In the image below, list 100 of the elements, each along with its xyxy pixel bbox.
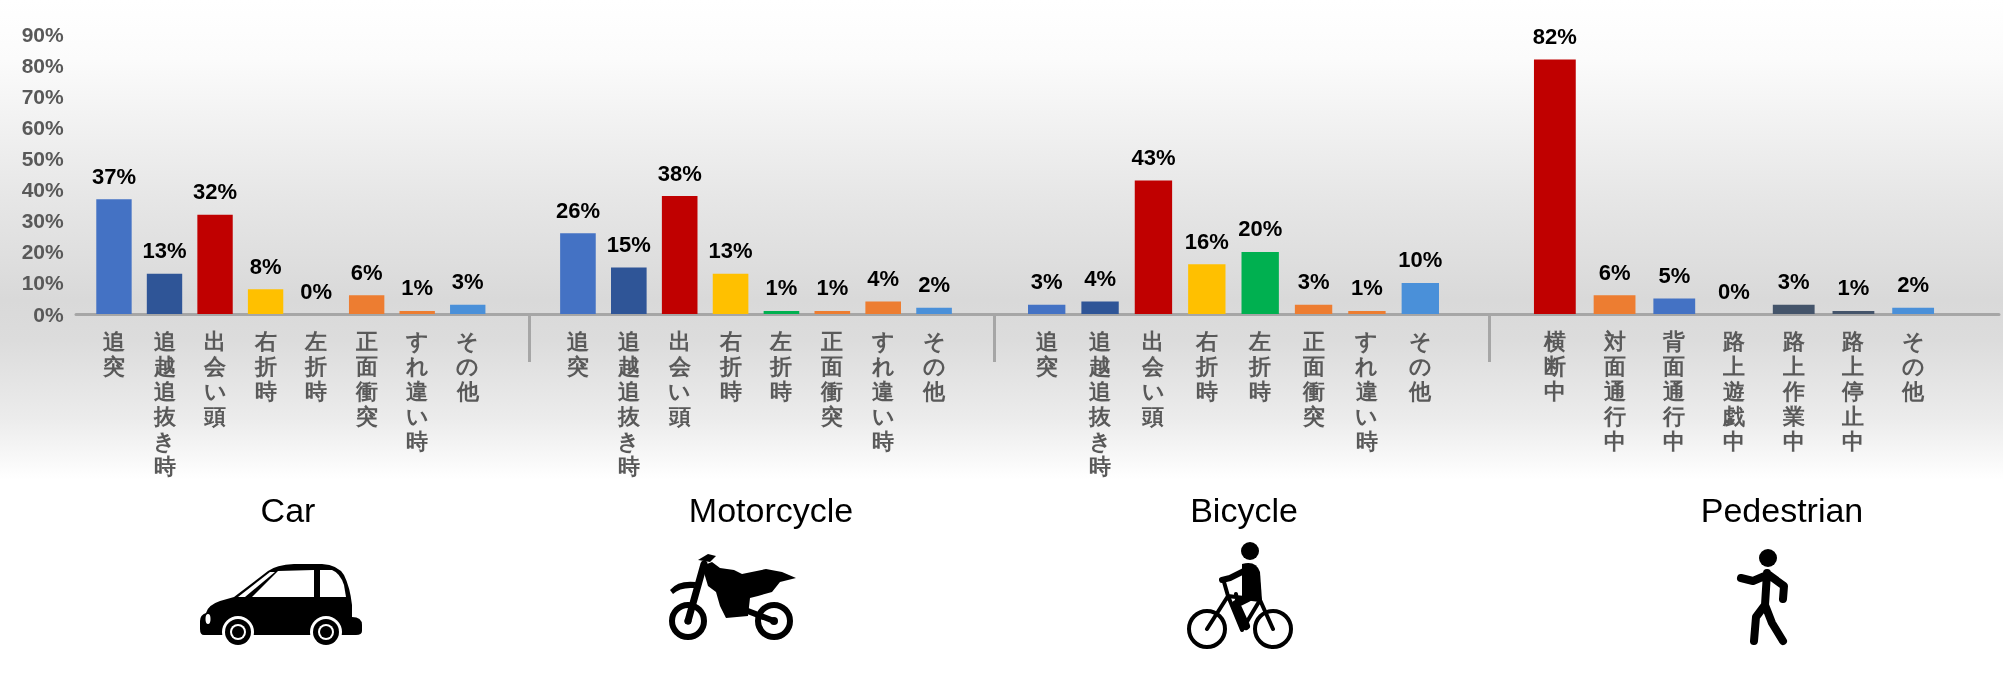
x-tick-label: 追突 [565,329,589,379]
bar [916,307,952,314]
y-tick-label: 40% [21,178,65,202]
data-label: 6% [350,259,383,285]
y-tick-label: 0% [33,302,65,326]
bar [146,273,183,314]
data-label: 4% [867,266,900,292]
data-label: 1% [1351,275,1383,301]
bar [1593,295,1636,314]
x-tick-label: その他 [1408,329,1433,404]
bar [1028,304,1066,314]
x-tick-label: 出会い頭 [667,329,692,429]
x-tick-label: 左折時 [304,329,328,404]
data-label: 8% [249,253,282,279]
x-tick-label: 出会い頭 [203,329,228,429]
x-tick-label: 対面通行中 [1602,329,1626,454]
x-tick-label: その他 [455,329,480,404]
y-tick-label: 80% [21,54,65,78]
bar [1241,251,1279,314]
bar [1653,298,1696,314]
data-label: 43% [1131,145,1176,171]
data-label: 4% [1084,266,1116,292]
bar [1081,301,1119,314]
data-label: 32% [193,179,238,205]
data-label: 3% [1777,269,1810,295]
bar [865,301,901,314]
bar [399,310,435,314]
data-label: 16% [1184,228,1229,254]
x-tick-label: 路上作業中 [1781,329,1805,454]
bar [763,310,800,314]
bar [1134,180,1173,314]
x-tick-label: 正面衝突 [1301,329,1325,429]
text: Pedestrian [1700,491,1864,529]
bar [1294,304,1333,314]
data-label: 1% [816,275,849,301]
y-tick-label: 20% [21,240,65,264]
x-tick-label: 背面通行中 [1662,329,1686,454]
x-tick-label: 右折時 [253,329,277,404]
bar [1401,282,1439,314]
bar [560,233,596,314]
x-tick-label: 追越追抜き時 [152,329,177,479]
bar [611,267,647,314]
bar [1188,264,1226,314]
data-label: 2% [918,272,950,298]
y-tick-label: 50% [21,147,65,171]
y-tick-label: 10% [21,271,65,295]
bar [197,214,233,314]
data-label: 13% [142,238,187,264]
bar [1348,310,1386,314]
text: Motorcycle [688,491,854,529]
bar [348,295,385,314]
x-tick-label: すれ違い時 [1354,329,1379,454]
y-tick-label: 90% [21,23,65,47]
data-label: 3% [1297,269,1330,295]
data-label: 15% [606,231,651,257]
x-tick-label: すれ違い時 [404,329,429,454]
bar [661,196,698,314]
y-tick-label: 60% [21,116,65,140]
bar [814,310,851,314]
data-label: 0% [300,278,333,304]
bar [450,304,486,314]
data-label: 13% [708,238,753,264]
x-tick-label: 出会い頭 [1141,329,1166,429]
data-label: 82% [1532,23,1577,49]
bar [1533,59,1576,314]
x-tick-label: すれ違い時 [870,329,895,454]
x-tick-label: その他 [922,329,947,404]
data-label: 3% [1030,269,1063,295]
x-tick-label: 路上遊戯中 [1722,329,1746,454]
text: Car [260,491,316,529]
text: Bicycle [1190,491,1298,529]
bar [96,199,132,314]
data-label: 3% [451,269,484,295]
data-label: 26% [555,197,600,223]
x-tick-label: その他 [1901,329,1926,404]
bar [712,273,749,314]
x-tick-label: 追突 [1034,329,1058,379]
x-tick-label: 右折時 [718,329,742,404]
x-tick-label: 横断中 [1542,329,1566,404]
x-tick-label: 右折時 [1194,329,1218,404]
data-label: 38% [657,160,702,186]
x-tick-label: 追突 [101,329,125,379]
x-tick-label: 路上停止中 [1841,329,1865,454]
x-tick-label: 左折時 [1248,329,1272,404]
bar [1832,310,1875,314]
data-label: 6% [1598,259,1631,285]
x-tick-label: 追越追抜き時 [616,329,641,479]
x-tick-label: 正面衝突 [820,329,844,429]
y-tick-label: 30% [21,209,65,233]
data-label: 1% [401,275,434,301]
x-tick-label: 正面衝突 [354,329,378,429]
data-label: 37% [91,163,136,189]
bar [247,289,284,314]
data-label: 0% [1718,278,1750,304]
y-tick-label: 70% [21,85,65,109]
x-tick-label: 追越追抜き時 [1088,329,1113,479]
data-label: 5% [1658,262,1691,288]
data-label: 1% [765,275,798,301]
data-label: 1% [1837,275,1870,301]
bar [1892,307,1935,314]
